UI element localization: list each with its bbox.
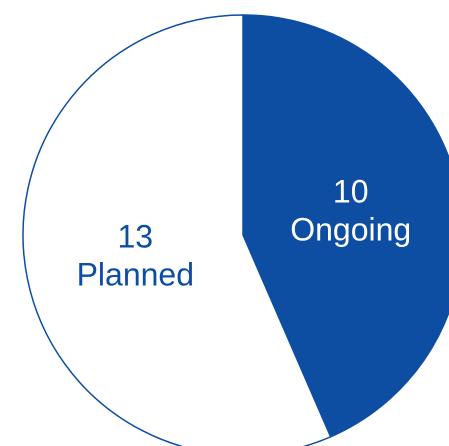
pie-category-planned: Planned [77, 256, 194, 292]
pie-value-ongoing: 10 [333, 174, 369, 210]
pie-label-planned: 13 Planned [77, 218, 194, 292]
pie-label-ongoing: 10 Ongoing [290, 174, 411, 248]
pie-slices [22, 14, 449, 446]
pie-category-ongoing: Ongoing [290, 212, 411, 248]
pie-value-planned: 13 [118, 218, 154, 254]
pie-labels: 10 Ongoing 13 Planned [77, 174, 412, 293]
pie-slice-planned [22, 14, 332, 446]
pie-slice-ongoing [242, 14, 449, 438]
